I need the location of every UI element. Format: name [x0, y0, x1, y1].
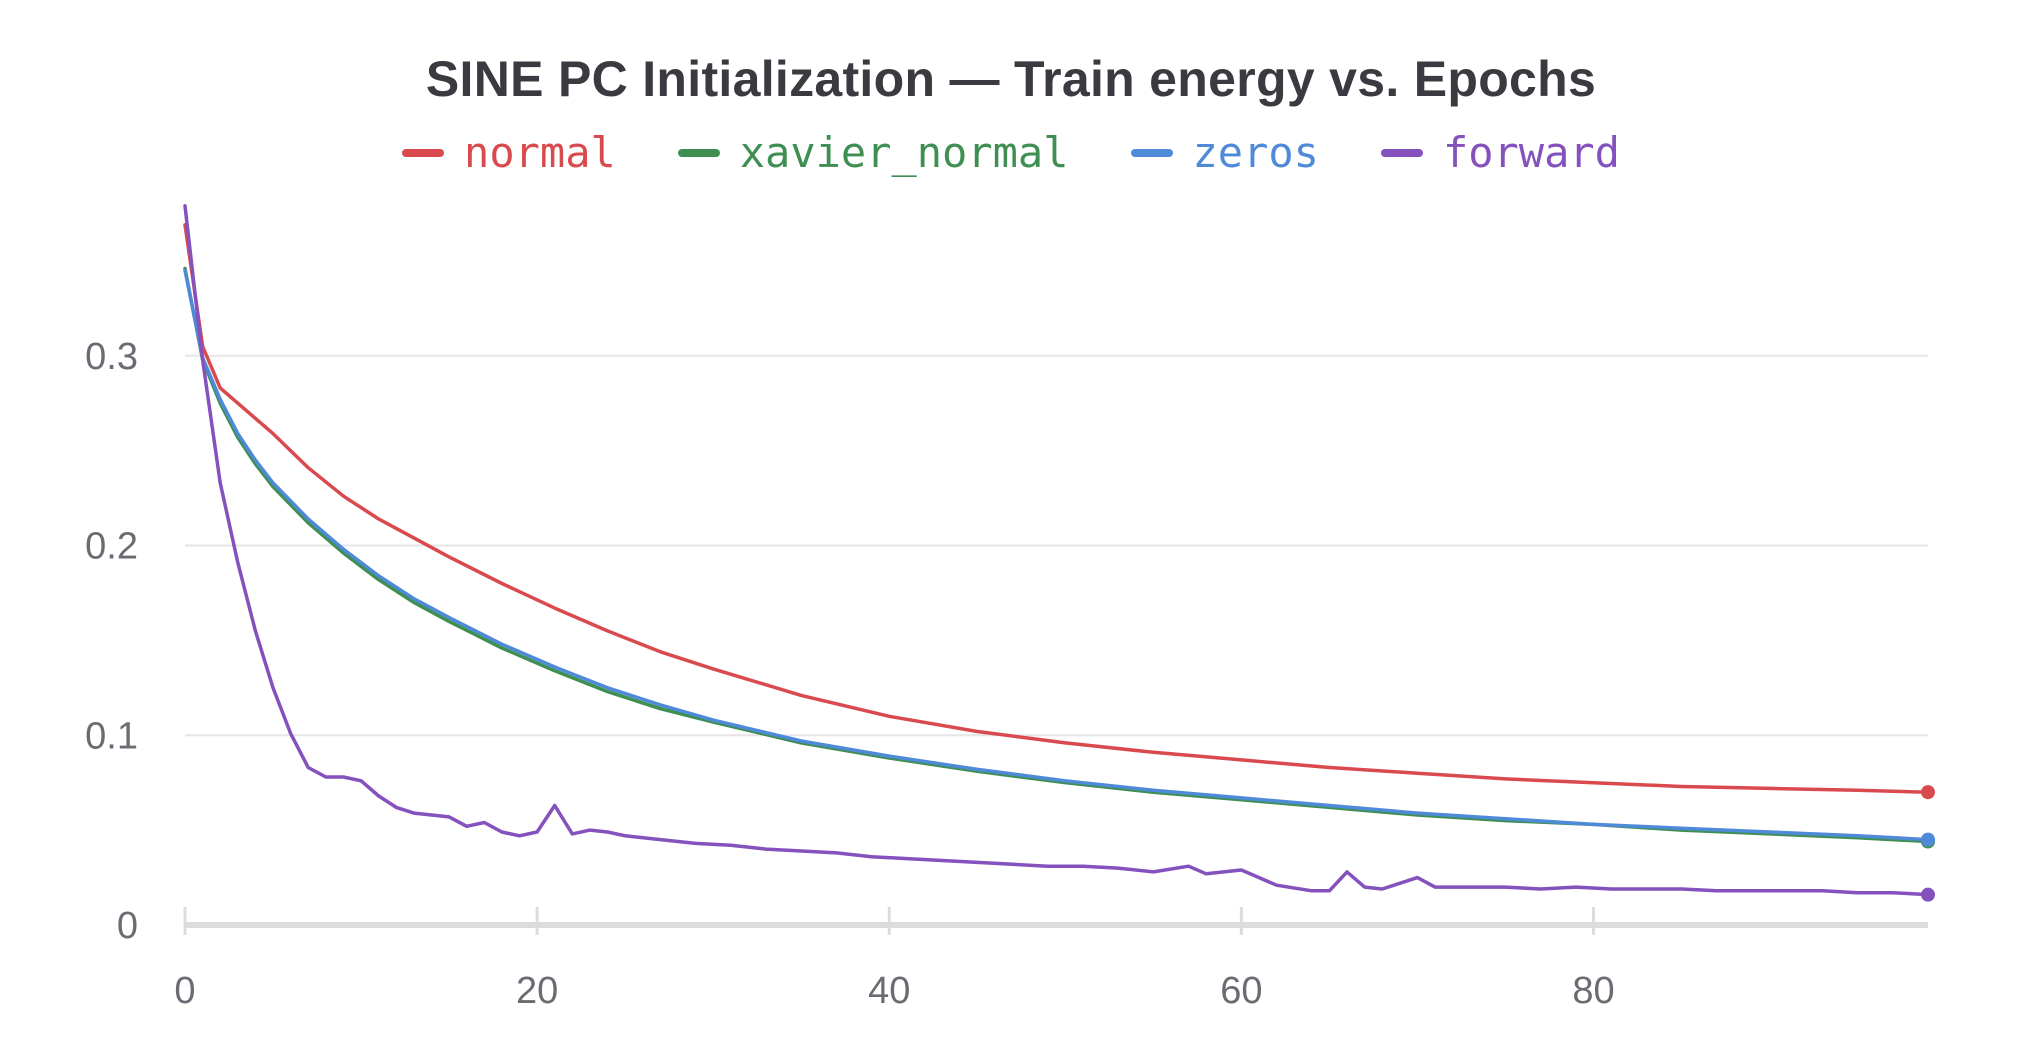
legend-item-normal[interactable]: normal — [402, 128, 616, 177]
chart-title: SINE PC Initialization — Train energy vs… — [425, 51, 1597, 107]
x-tick-label-2: 40 — [868, 970, 910, 1012]
end-marker-zeros — [1921, 832, 1935, 847]
y-tick-labels: 0 0.1 0.2 0.3 — [85, 336, 138, 947]
legend-swatch-xavier-normal — [677, 148, 720, 157]
legend-swatch-forward — [1380, 148, 1423, 157]
y-tick-label-1: 0.1 — [85, 715, 138, 757]
series-line-forward — [183, 204, 1930, 897]
end-markers — [1921, 785, 1935, 902]
legend-label-zeros: zeros — [1192, 128, 1319, 177]
series-line-normal — [183, 223, 1930, 794]
end-marker-normal — [1921, 785, 1935, 800]
series-lines — [183, 204, 1930, 897]
x-tick-labels: 0 20 40 60 80 — [174, 970, 1614, 1012]
x-tick-label-3: 60 — [1220, 970, 1262, 1012]
legend-swatch-normal — [402, 148, 445, 157]
legend-item-xavier-normal[interactable]: xavier_normal — [677, 128, 1069, 177]
legend-label-xavier-normal: xavier_normal — [739, 128, 1069, 177]
x-tick-label-4: 80 — [1572, 970, 1614, 1012]
legend-label-normal: normal — [464, 128, 616, 177]
x-tick-label-1: 20 — [516, 970, 558, 1012]
x-tick-label-0: 0 — [174, 970, 195, 1012]
y-tick-label-2: 0.2 — [85, 526, 138, 568]
y-tick-label-3: 0.3 — [85, 336, 138, 378]
series-line-zeros — [183, 268, 1930, 842]
grid-lines — [185, 354, 1928, 737]
legend-swatch-zeros — [1130, 148, 1173, 157]
legend-item-zeros[interactable]: zeros — [1130, 128, 1319, 177]
chart-legend: normal xavier_normal zeros forward — [0, 128, 2022, 177]
axes — [183, 907, 1928, 935]
end-marker-forward — [1921, 887, 1935, 902]
legend-item-forward[interactable]: forward — [1380, 128, 1620, 177]
legend-label-forward: forward — [1442, 128, 1620, 177]
y-tick-label-0: 0 — [117, 905, 138, 947]
